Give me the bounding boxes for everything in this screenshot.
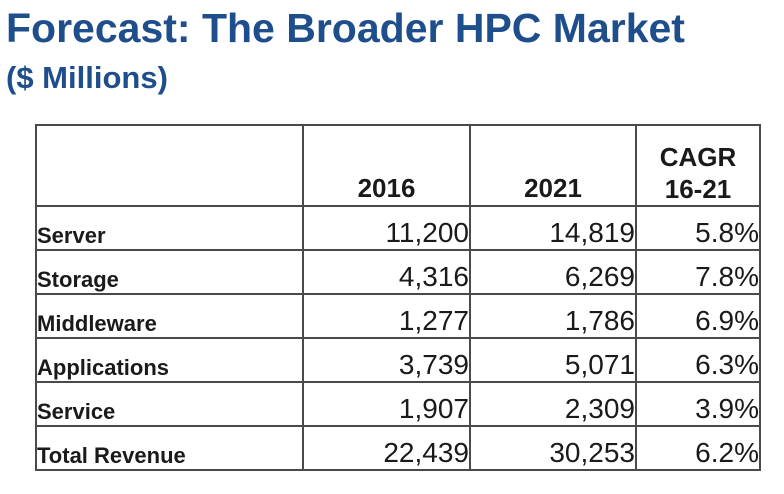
row-label: Storage <box>35 249 304 295</box>
value-2016: 1,907 <box>302 381 471 427</box>
table-row: Storage 4,316 6,269 7.8% <box>35 249 761 295</box>
total-row: Total Revenue 22,439 30,253 6.2% <box>35 425 761 471</box>
value-2021: 1,786 <box>469 293 637 339</box>
value-2021: 5,071 <box>469 337 637 383</box>
header-cagr-line1: CAGR <box>659 142 737 172</box>
forecast-table: 2016 2021 CAGR 16-21 Server 11,200 14,81… <box>35 124 761 471</box>
header-2016: 2016 <box>302 124 471 207</box>
value-cagr: 7.8% <box>635 249 761 295</box>
page-title: Forecast: The Broader HPC Market <box>6 5 685 51</box>
header-row: 2016 2021 CAGR 16-21 <box>35 124 761 207</box>
value-2016: 3,739 <box>302 337 471 383</box>
table-row: Applications 3,739 5,071 6.3% <box>35 337 761 383</box>
table-row: Service 1,907 2,309 3.9% <box>35 381 761 427</box>
page-subtitle: ($ Millions) <box>6 60 168 95</box>
value-2016: 4,316 <box>302 249 471 295</box>
value-cagr: 6.3% <box>635 337 761 383</box>
value-2021: 2,309 <box>469 381 637 427</box>
header-cagr-line2: 16-21 <box>664 174 732 204</box>
value-2021: 30,253 <box>469 425 637 471</box>
row-label: Service <box>35 381 304 427</box>
header-corner-cell <box>35 124 304 207</box>
row-label: Total Revenue <box>35 425 304 471</box>
header-cagr: CAGR 16-21 <box>635 124 761 207</box>
value-cagr: 5.8% <box>635 205 761 251</box>
value-cagr: 6.2% <box>635 425 761 471</box>
value-2021: 6,269 <box>469 249 637 295</box>
table-row: Server 11,200 14,819 5.8% <box>35 205 761 251</box>
header-2021: 2021 <box>469 124 637 207</box>
value-2016: 22,439 <box>302 425 471 471</box>
value-2016: 1,277 <box>302 293 471 339</box>
row-label: Server <box>35 205 304 251</box>
row-label: Middleware <box>35 293 304 339</box>
value-cagr: 6.9% <box>635 293 761 339</box>
value-2016: 11,200 <box>302 205 471 251</box>
value-2021: 14,819 <box>469 205 637 251</box>
value-cagr: 3.9% <box>635 381 761 427</box>
table-row: Middleware 1,277 1,786 6.9% <box>35 293 761 339</box>
row-label: Applications <box>35 337 304 383</box>
